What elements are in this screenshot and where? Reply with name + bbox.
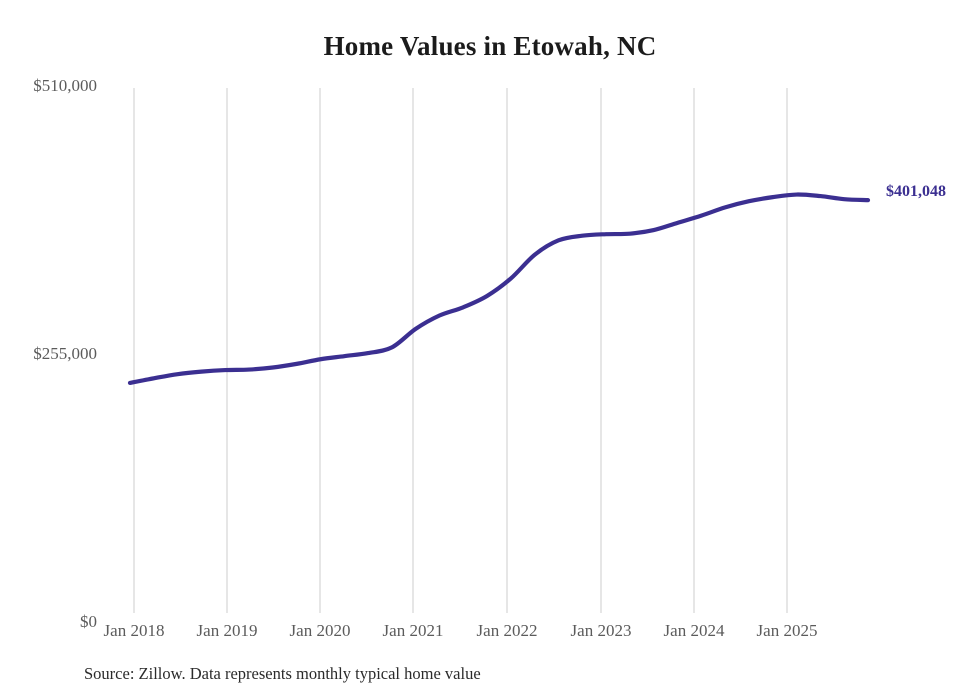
- series-line-typical-home-value: [127, 192, 871, 386]
- x-axis-tick-label: Jan 2019: [196, 621, 258, 640]
- x-axis-tick-label: Jan 2018: [103, 621, 165, 640]
- x-axis-tick-label: Jan 2024: [663, 621, 725, 640]
- x-axis-tick-label: Jan 2021: [382, 621, 444, 640]
- y-axis-tick-label: $0: [80, 612, 97, 631]
- x-axis-tick-label: Jan 2022: [476, 621, 538, 640]
- x-axis-tick-label: Jan 2020: [289, 621, 351, 640]
- end-value-annotation: $401,048: [886, 183, 946, 200]
- x-axis-tick-label: Jan 2023: [570, 621, 632, 640]
- y-axis-tick-label: $255,000: [33, 344, 97, 363]
- x-axis-tick-label: Jan 2025: [756, 621, 818, 640]
- source-note: Source: Zillow. Data represents monthly …: [84, 664, 481, 683]
- y-axis-tick-label: $510,000: [33, 76, 97, 95]
- page-title: Home Values in Etowah, NC: [323, 31, 657, 61]
- gridlines: [133, 88, 788, 613]
